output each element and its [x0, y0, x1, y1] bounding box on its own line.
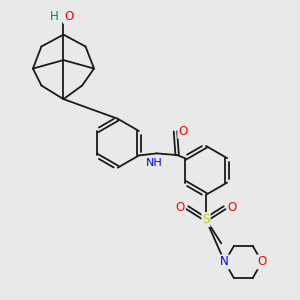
Text: O: O — [257, 256, 267, 268]
Text: O: O — [178, 125, 188, 138]
Text: N: N — [220, 256, 229, 268]
Text: S: S — [202, 213, 210, 226]
Text: O: O — [227, 201, 237, 214]
Text: O: O — [64, 10, 73, 23]
Text: H: H — [50, 10, 58, 23]
Text: O: O — [175, 201, 184, 214]
Text: NH: NH — [146, 158, 162, 168]
